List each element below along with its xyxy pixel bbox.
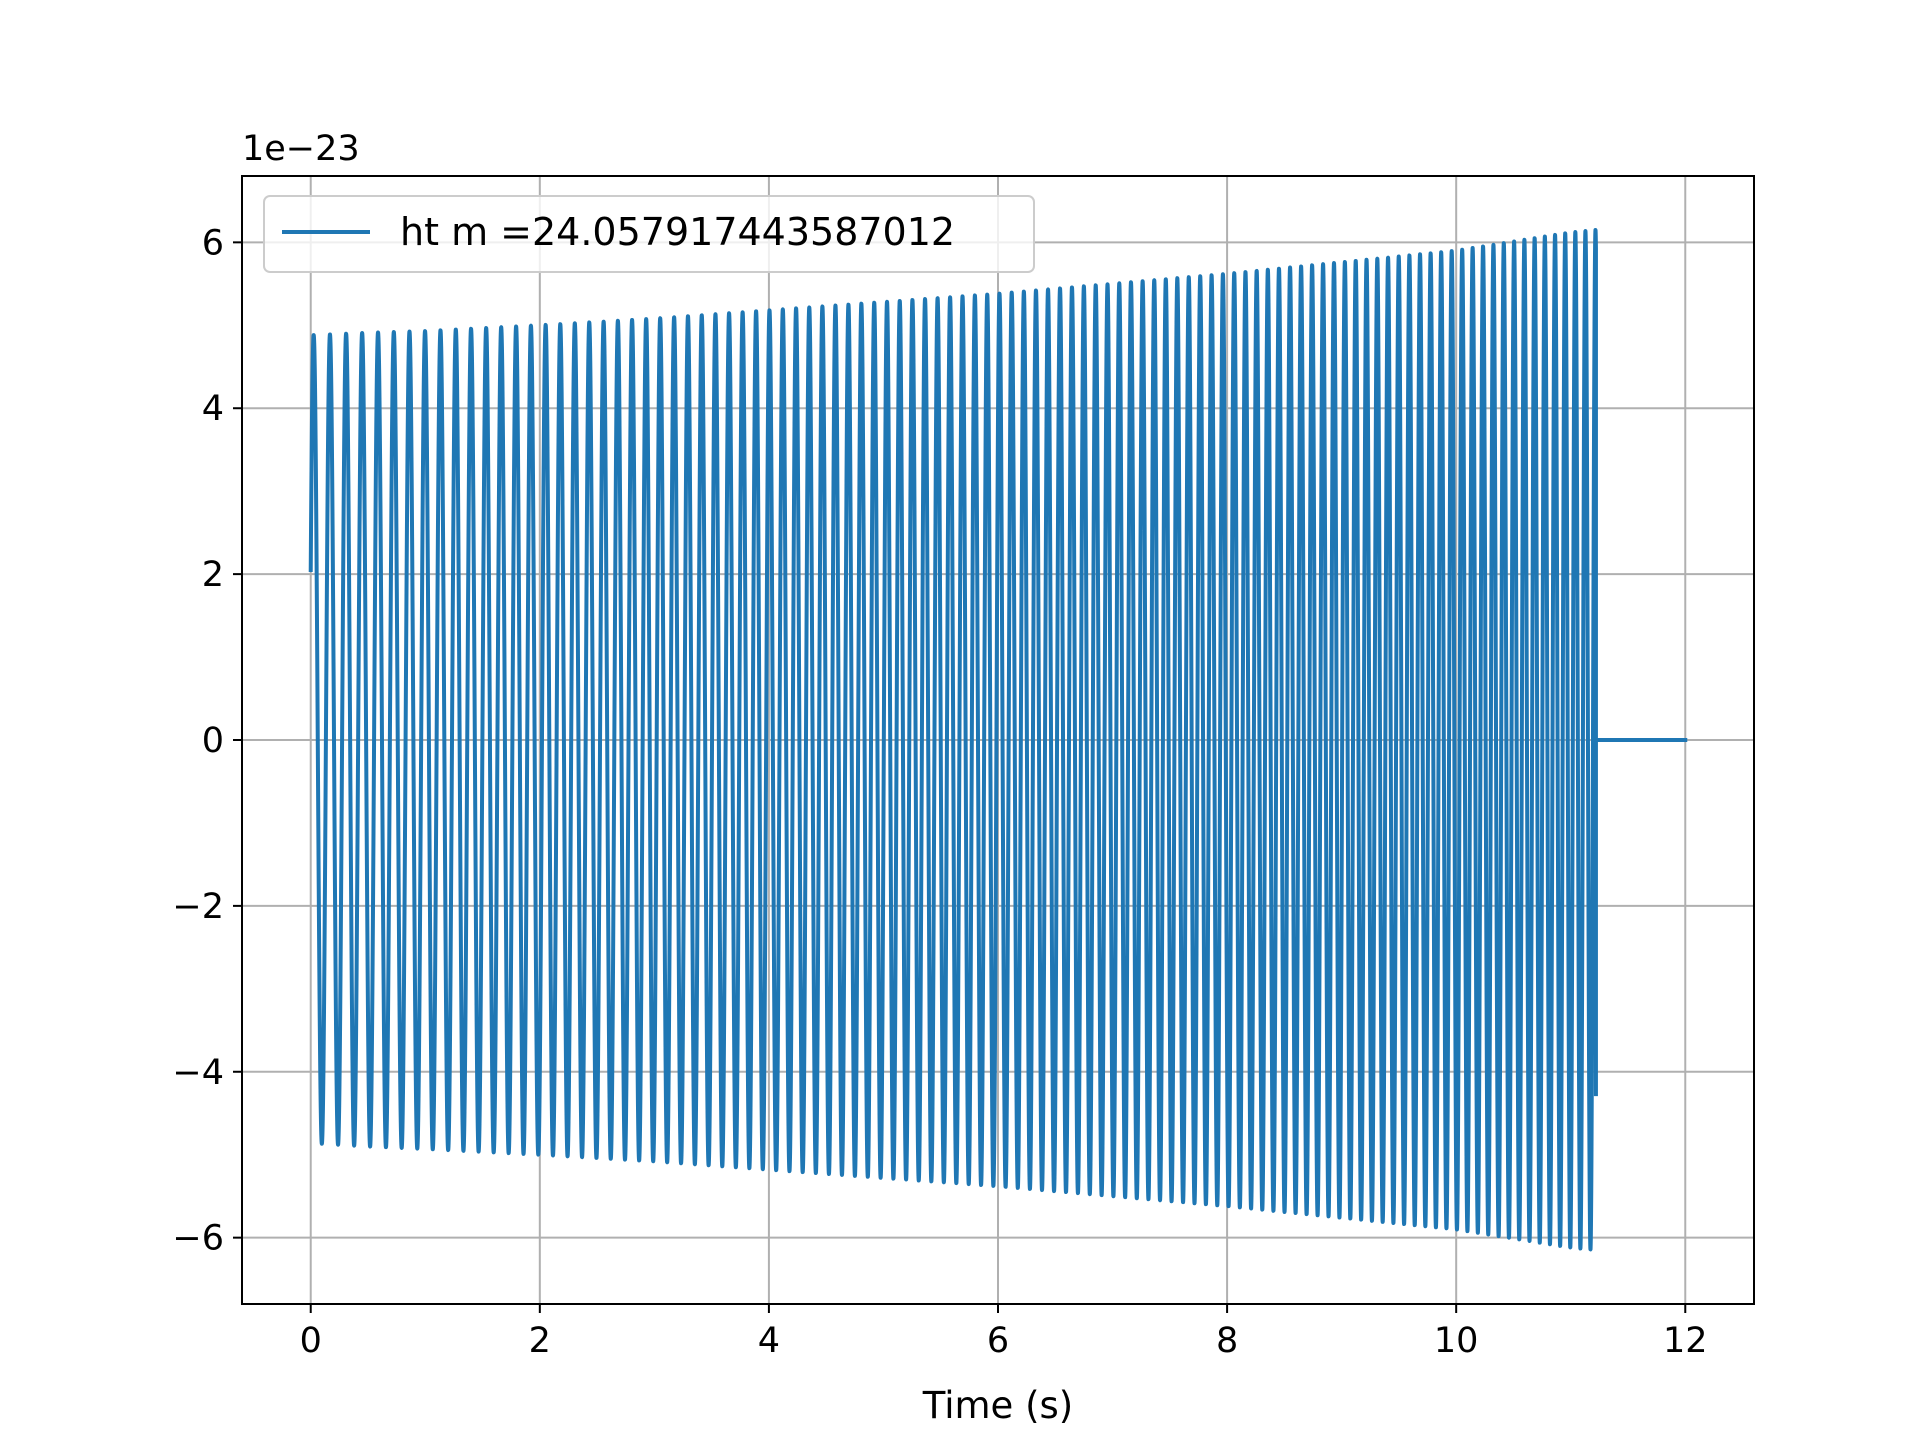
y-tick-label: −2 xyxy=(172,887,224,927)
x-tick-label: 8 xyxy=(1216,1321,1238,1361)
x-tick-label: 10 xyxy=(1434,1321,1479,1361)
x-tick-label: 4 xyxy=(758,1321,780,1361)
y-tick-label: 0 xyxy=(202,721,224,761)
x-tick-label: 2 xyxy=(529,1321,551,1361)
y-tick-label: 2 xyxy=(202,555,224,595)
plot-area xyxy=(308,228,1688,1252)
y-axis-offset-text: 1e−23 xyxy=(242,129,360,169)
x-tick-label: 0 xyxy=(300,1321,322,1361)
x-tick-label: 6 xyxy=(987,1321,1009,1361)
y-tick-label: −4 xyxy=(172,1053,224,1093)
x-axis-label: Time (s) xyxy=(922,1384,1073,1427)
legend-label: ht m =24.057917443587012 xyxy=(400,210,955,254)
y-tick-label: 4 xyxy=(202,389,224,429)
legend: ht m =24.057917443587012 xyxy=(263,195,1035,273)
x-axis-ticks: 0 2 4 6 8 10 12 xyxy=(300,1304,1708,1361)
x-tick-label: 12 xyxy=(1663,1321,1708,1361)
y-axis-ticks: −6 −4 −2 0 2 4 6 xyxy=(172,223,242,1259)
y-tick-label: 6 xyxy=(202,223,224,263)
legend-frame xyxy=(263,195,1035,273)
series-line xyxy=(308,228,1688,1252)
y-tick-label: −6 xyxy=(172,1219,224,1259)
